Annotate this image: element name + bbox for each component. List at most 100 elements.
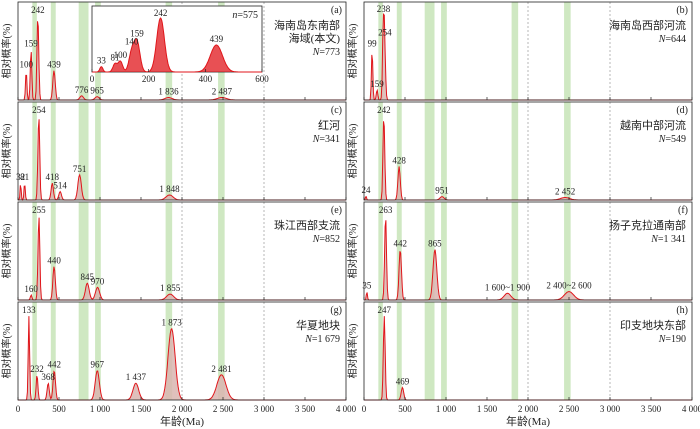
panel-e-band-1 (50, 202, 56, 300)
panel-d-band-3 (441, 102, 447, 200)
panel-e-peak-label-0: 160 (24, 284, 38, 294)
x-tick-label-right-5: 2 500 (559, 404, 580, 414)
panel-h-n-label: N=190 (658, 334, 686, 345)
panel-b: 99 238 254 159 (b) 海南岛西部河流 N=644 相对概率(%) (346, 1, 693, 101)
panel-g-peak-label-3: 368 (41, 372, 55, 382)
inset-peak-label-1: 81 (110, 52, 119, 62)
panel-e-ylabel: 相对概率(%) (0, 224, 13, 279)
panel-b-band-5 (564, 2, 571, 100)
panel-h-band-0 (378, 302, 383, 400)
inset-n-label: n=575 (232, 10, 258, 21)
panel-d-band-2 (424, 102, 435, 200)
panel-e-band-4 (165, 202, 173, 300)
panel-f-band-0 (378, 202, 383, 300)
panel-f-n-label: N=1 341 (650, 234, 686, 245)
panel-a-n-label: N=773 (312, 47, 340, 58)
panel-c-peak-label-3: 418 (46, 172, 60, 182)
x-tick-label-left-4: 2 000 (172, 404, 193, 414)
panel-b-n-label: N=644 (658, 34, 686, 45)
panel-h-band-1 (396, 302, 402, 400)
inset-peak-label-3: 140 (125, 37, 139, 47)
panel-c-ylabel: 相对概率(%) (0, 124, 13, 179)
panel-c-title-0: 红河 (318, 119, 340, 132)
panel-h-title-0: 印支地块东部 (620, 318, 686, 332)
panel-c-band-1 (50, 102, 56, 200)
panel-g-band-1 (50, 302, 56, 400)
inset-curve (92, 17, 262, 73)
panel-f-band-5 (564, 202, 571, 300)
inset-peak-label-0: 33 (97, 56, 107, 66)
inset-peak-label-2: 100 (114, 50, 128, 60)
x-tick-label-left-7: 3 500 (295, 404, 316, 414)
inset-peak-label-6: 439 (210, 34, 224, 44)
panel-f-letter: (f) (678, 205, 688, 216)
panel-g-peak-label-2: 442 (47, 360, 61, 370)
panel-g-band-3 (95, 302, 101, 400)
panel-a-band-2 (78, 2, 89, 100)
panel-c-band-5 (218, 102, 225, 200)
panel-f-peak-label-4: 1 600~1 900 (485, 282, 531, 292)
panel-a: 100 159 242 439 776 965 1 836 2 487 (a) 海南岛东南部海域(… (0, 1, 347, 101)
panel-f: 35 263 442 865 1 600~1 900 2 400~2 600 (f) 扬子克拉… (346, 201, 693, 301)
x-tick-label-right-2: 1 000 (436, 404, 457, 414)
panel-a-ylabel: 相对概率(%) (0, 24, 13, 79)
panel-b-band-4 (511, 2, 519, 100)
panel-b-title-0: 海南岛西部河流 (609, 18, 686, 32)
panel-g-letter: (g) (330, 305, 342, 316)
panel-c-band-2 (78, 102, 89, 200)
panel-d-letter: (d) (676, 105, 688, 116)
inset-xtick-label-2: 400 (199, 74, 213, 84)
panel-a-peak-label-6: 1 836 (158, 86, 179, 96)
x-tick-label-right-1: 500 (398, 404, 412, 414)
right-xlabel: 年龄(Ma) (506, 414, 550, 428)
panel-a-band-0 (32, 2, 37, 100)
x-tick-label-right-6: 3 000 (600, 404, 621, 414)
panel-g-n-label: N=1 679 (304, 334, 340, 345)
panel-f-title-0: 扬子克拉通南部 (609, 218, 686, 232)
panel-h-band-4 (511, 302, 519, 400)
panel-h-peak-label-0: 247 (378, 305, 392, 315)
panel-d-peak-label-1: 242 (377, 105, 391, 115)
panel-c-peak-label-1: 81 (20, 172, 29, 182)
panel-d-n-label: N=549 (658, 134, 686, 145)
panel-b-band-3 (441, 2, 447, 100)
panel-e-peak-label-1: 255 (32, 205, 46, 215)
panel-e-peak-label-2: 440 (47, 255, 61, 265)
panel-f-ylabel: 相对概率(%) (346, 224, 359, 279)
panel-h-ylabel: 相对概率(%) (346, 324, 359, 379)
panel-d-peak-label-0: 24 (361, 185, 371, 195)
panel-c-n-label: N=341 (312, 134, 340, 145)
panel-c-peak-label-0: 32 (16, 172, 25, 182)
panel-b-peak-label-0: 99 (368, 39, 378, 49)
panel-d-band-1 (396, 102, 402, 200)
panel-a-peak-label-5: 965 (90, 86, 104, 96)
panel-a-peak-label-1: 159 (24, 39, 38, 49)
panel-g-band-5 (218, 302, 225, 400)
panel-c-band-0 (32, 102, 37, 200)
panel-e-band-2 (78, 202, 89, 300)
panel-a-peak-label-7: 2 487 (212, 86, 233, 96)
panel-a-title-1: 海域(本文) (289, 31, 341, 45)
x-tick-label-left-5: 2 500 (213, 404, 234, 414)
panel-d-peak-label-2: 428 (392, 155, 406, 165)
panel-e-letter: (e) (331, 205, 342, 216)
panel-b-peak-label-3: 159 (370, 79, 384, 89)
panel-g-title-0: 华夏地块 (296, 318, 340, 332)
panel-d: 24 242 428 951 2 452 (d) 越南中部河流 N=549 相对概率(%) (346, 101, 693, 201)
panel-f-peak-label-3: 865 (428, 239, 442, 249)
panel-d-peak-label-3: 951 (435, 186, 449, 196)
panel-h: 247 469 (h) 印支地块东部 N=190 相对概率(%) (346, 301, 693, 401)
panel-f-peak-label-0: 35 (362, 281, 372, 291)
panel-b-letter: (b) (676, 5, 688, 16)
x-tick-label-right-0: 0 (362, 404, 367, 414)
x-tick-label-left-8: 4 000 (336, 404, 357, 414)
panel-e-n-label: N=852 (312, 234, 340, 245)
panel-g-band-2 (78, 302, 89, 400)
panel-a-peak-label-0: 100 (19, 60, 33, 70)
panel-a-title-0: 海南岛东南部 (274, 18, 340, 32)
panel-h-letter: (h) (676, 305, 688, 316)
x-tick-label-left-6: 3 000 (254, 404, 275, 414)
